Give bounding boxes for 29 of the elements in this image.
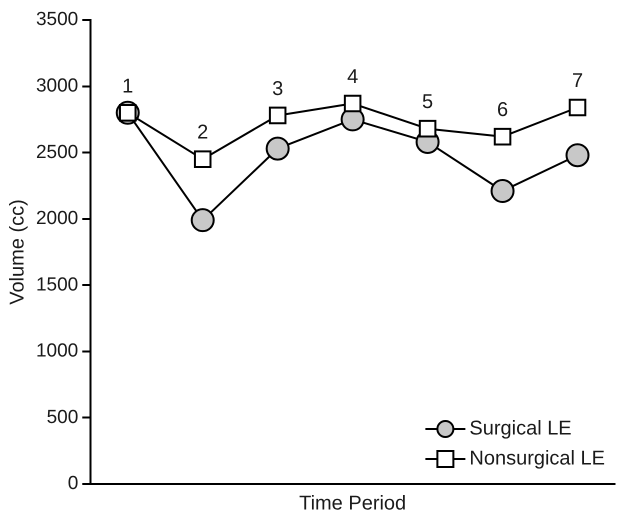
- point: [268, 106, 286, 124]
- x-tick-label: 6: [496, 99, 508, 122]
- point: [194, 150, 212, 168]
- y-tick-label: 1500: [36, 274, 78, 296]
- y-tick-label: 2000: [36, 208, 78, 230]
- point: [344, 94, 362, 112]
- x-tick-label: 1: [122, 75, 134, 98]
- y-axis-title: Volume (cc): [6, 199, 29, 305]
- legend-label: Surgical LE: [469, 418, 572, 440]
- point: [418, 120, 436, 138]
- point: [566, 143, 590, 168]
- y-tick-label: 1000: [36, 340, 78, 362]
- point: [494, 128, 512, 146]
- x-tick-label: 7: [572, 70, 584, 92]
- x-axis-title: Time Period: [299, 492, 406, 515]
- y-tick-label: 500: [46, 406, 78, 428]
- legend-label: Nonsurgical LE: [469, 448, 605, 470]
- y-tick-label: 3000: [36, 76, 78, 97]
- point: [266, 136, 290, 161]
- point: [490, 179, 515, 204]
- y-tick-label: 2500: [36, 142, 78, 163]
- x-tick-label: 4: [347, 66, 358, 88]
- x-tick-label: 3: [272, 78, 284, 100]
- y-tick-label: 0: [68, 473, 78, 494]
- y-tick-label: 3500: [36, 9, 78, 30]
- x-tick-label: 5: [422, 91, 434, 114]
- point: [190, 208, 215, 232]
- x-tick-label: 2: [197, 122, 208, 144]
- point: [568, 98, 586, 116]
